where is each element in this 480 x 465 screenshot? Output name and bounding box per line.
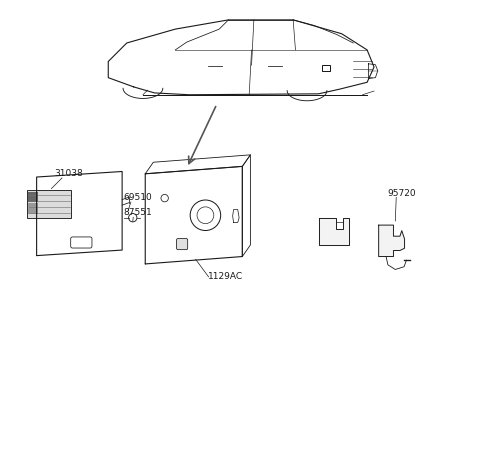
Text: 31038: 31038 — [54, 169, 83, 178]
FancyBboxPatch shape — [177, 239, 188, 250]
Text: 87551: 87551 — [123, 208, 152, 218]
FancyBboxPatch shape — [71, 237, 92, 248]
Text: 95720: 95720 — [387, 188, 416, 198]
Text: 69510: 69510 — [123, 193, 152, 202]
FancyBboxPatch shape — [27, 190, 72, 218]
Text: 1129AC: 1129AC — [208, 272, 243, 281]
Polygon shape — [379, 225, 405, 257]
Bar — [28, 203, 38, 213]
Polygon shape — [319, 218, 348, 245]
Bar — [28, 192, 38, 202]
